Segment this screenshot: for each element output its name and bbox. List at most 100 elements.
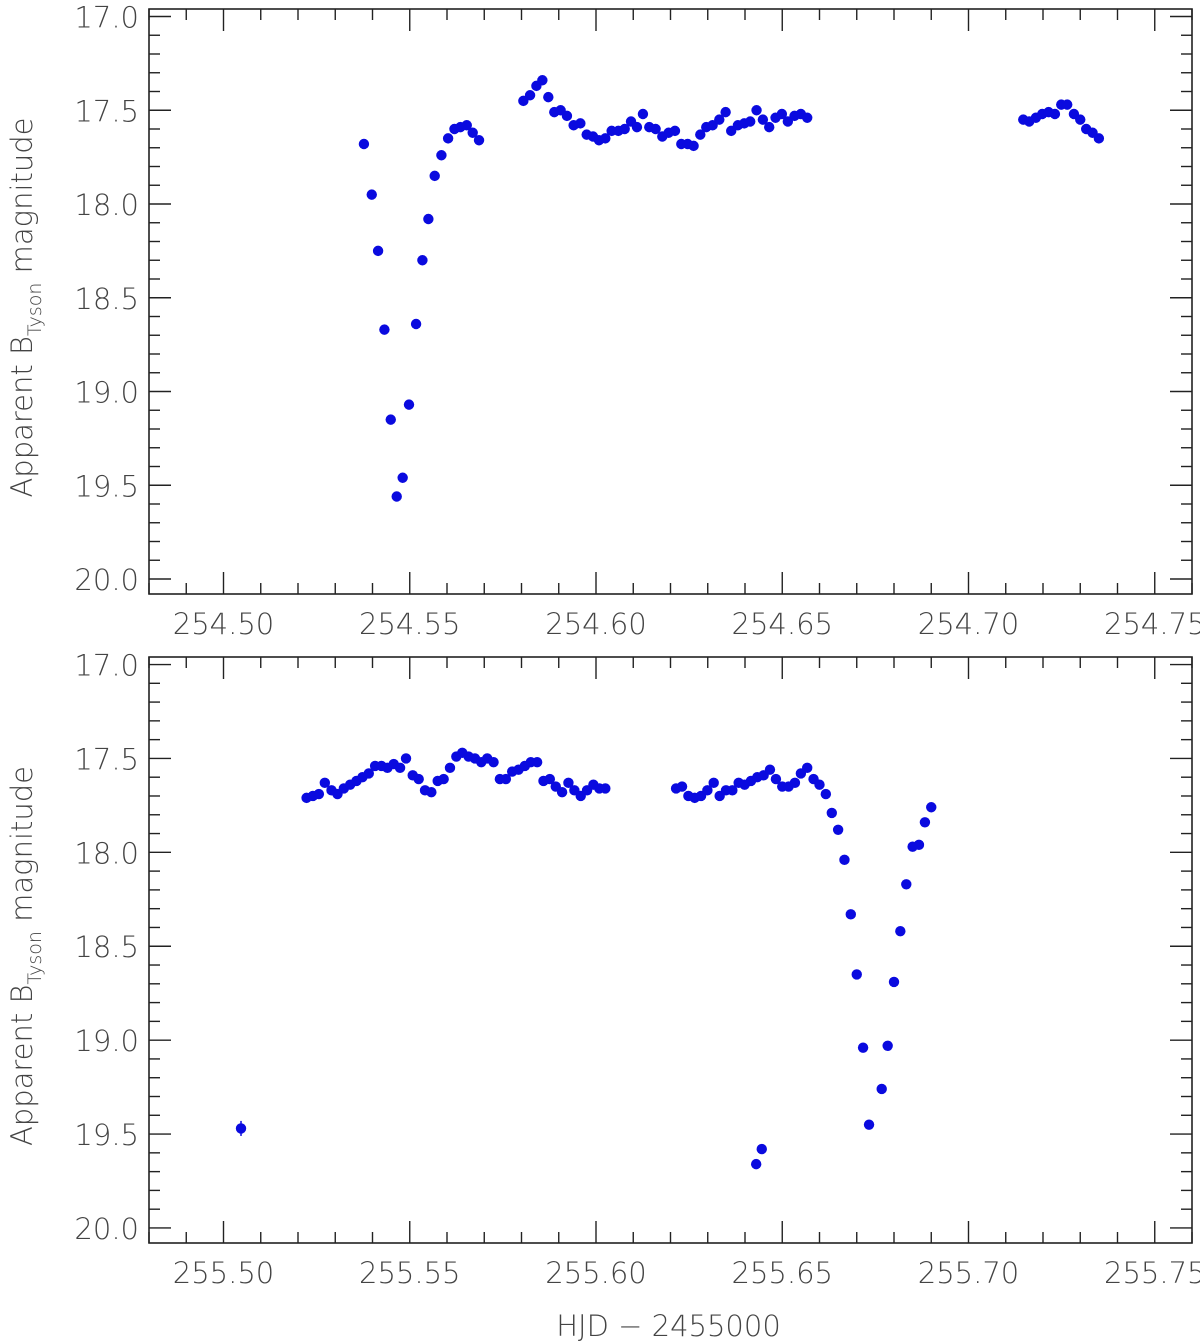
data-point [876, 1083, 887, 1095]
data-point [676, 781, 688, 792]
data-point [619, 123, 630, 135]
data-point [400, 753, 412, 764]
bottom-light-curve-panel: 255.50 255.55 255.60 255.65 255.70 255.75 17.0… [5, 649, 1200, 1341]
y-tick-label: 19.0 [74, 1024, 139, 1058]
y-tick-label: 17.5 [74, 94, 139, 128]
data-point [1062, 99, 1073, 110]
data-point [901, 879, 912, 890]
data-point [438, 773, 449, 785]
data-point [366, 189, 377, 200]
data-point [544, 773, 556, 785]
y-axis-label-subscript: Tyson [24, 931, 46, 984]
data-point [417, 255, 428, 266]
data-point [575, 118, 586, 129]
data-point [882, 1040, 893, 1051]
data-point [895, 926, 906, 937]
data-point [537, 75, 548, 86]
data-point [600, 133, 611, 144]
data-point [820, 788, 832, 800]
data-point [394, 762, 406, 774]
data-point [919, 817, 931, 828]
plot-frame [148, 8, 1193, 595]
x-tick-label: 255.65 [732, 1256, 833, 1290]
data-point [500, 773, 512, 785]
x-tick-label: 254.75 [1104, 607, 1200, 641]
y-axis-label-main: Apparent B [5, 336, 39, 498]
data-point [235, 1123, 247, 1134]
x-tick-label: 255.75 [1104, 1256, 1200, 1290]
x-tick-label: 254.65 [732, 607, 833, 641]
data-point [764, 121, 775, 133]
data-point [695, 129, 706, 140]
x-tick-label: 254.55 [359, 607, 460, 641]
data-point [1075, 114, 1086, 125]
data-point [379, 324, 390, 335]
data-point [413, 773, 424, 785]
data-point [863, 1119, 875, 1130]
data-point [756, 1143, 767, 1155]
data-point [543, 91, 554, 103]
data-point [802, 112, 813, 123]
data-point [913, 839, 925, 851]
data-point [426, 787, 437, 798]
data-point [444, 762, 456, 774]
data-point [319, 777, 331, 789]
y-tick-label: 19.5 [74, 469, 139, 503]
x-tick-label: 255.60 [545, 1256, 646, 1290]
data-point [410, 318, 422, 330]
data-points [235, 747, 937, 1170]
data-point [845, 909, 856, 920]
data-point [814, 779, 825, 790]
y-axis-label-main: Apparent B [5, 985, 39, 1147]
data-point [488, 756, 499, 768]
data-point [776, 108, 788, 120]
plot-frame [148, 656, 1193, 1244]
y-tick-label: 20.0 [74, 563, 139, 597]
x-tick-label: 255.70 [918, 1256, 1019, 1290]
data-point [372, 245, 384, 257]
data-points [358, 75, 1105, 502]
data-point [524, 90, 536, 101]
x-axis-label: HJD − 2455000 [556, 1309, 781, 1341]
y-tick-label: 20.0 [74, 1212, 139, 1246]
data-point [358, 138, 370, 150]
data-point [669, 125, 681, 137]
data-point [789, 777, 801, 789]
y-tick-label: 18.0 [74, 836, 139, 870]
data-point [764, 764, 776, 775]
data-point [826, 807, 837, 819]
y-tick-label: 18.5 [74, 930, 139, 964]
data-point [770, 773, 782, 785]
y-tick-label: 18.0 [74, 188, 139, 222]
y-tick-label: 18.5 [74, 282, 139, 316]
data-point [751, 105, 762, 116]
data-point [750, 1158, 762, 1170]
data-point [757, 114, 769, 125]
x-tick-label: 254.70 [918, 607, 1019, 641]
data-point [637, 108, 649, 120]
top-light-curve-panel: 254.50 254.55 254.60 254.65 254.70 254.75 17.0… [5, 1, 1200, 642]
data-point [403, 399, 415, 410]
y-tick-label: 17.0 [74, 649, 139, 683]
data-point [436, 150, 447, 161]
data-point [851, 969, 862, 980]
data-point [397, 472, 408, 483]
data-point [688, 140, 699, 152]
data-point [631, 121, 643, 133]
data-point [832, 824, 844, 835]
data-point [473, 135, 485, 146]
data-point [727, 785, 738, 796]
data-point [600, 783, 611, 794]
y-tick-label: 19.0 [74, 376, 139, 410]
x-tick-label: 254.60 [545, 607, 646, 641]
data-point [467, 127, 478, 138]
data-point [1049, 108, 1061, 120]
y-tick-label: 19.5 [74, 1118, 139, 1152]
data-point [423, 213, 434, 225]
data-point [650, 123, 661, 135]
x-tick-label: 255.55 [359, 1256, 460, 1290]
data-point [385, 414, 396, 425]
data-point [888, 976, 900, 988]
data-point [556, 787, 568, 798]
